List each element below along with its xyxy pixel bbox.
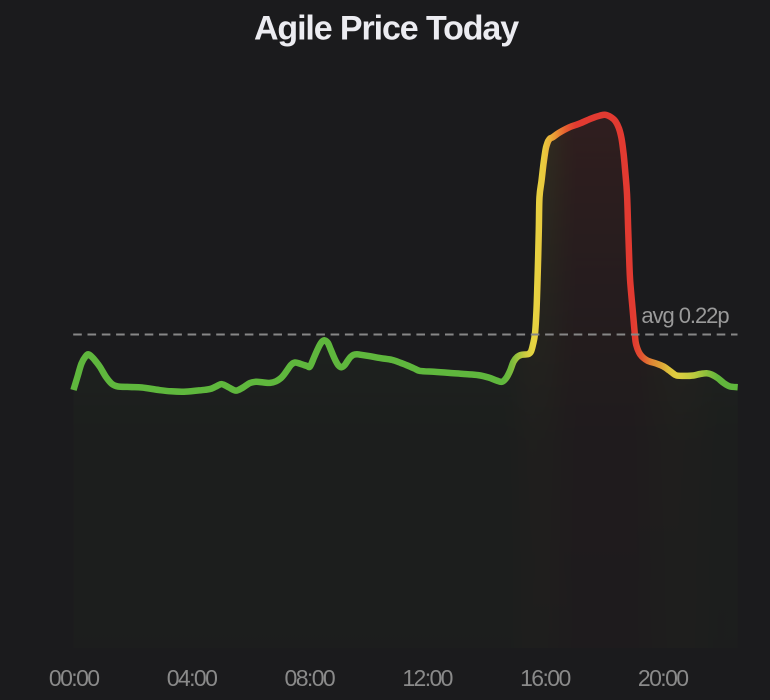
svg-text:08:00: 08:00 (285, 665, 335, 691)
svg-text:Agile Price Today: Agile Price Today (254, 10, 519, 48)
svg-text:avg 0.22p: avg 0.22p (641, 303, 729, 328)
svg-text:12:00: 12:00 (402, 665, 452, 691)
svg-text:04:00: 04:00 (167, 665, 217, 691)
svg-text:00:00: 00:00 (49, 665, 99, 691)
svg-text:20:00: 20:00 (638, 665, 688, 691)
svg-text:16:00: 16:00 (520, 665, 570, 691)
